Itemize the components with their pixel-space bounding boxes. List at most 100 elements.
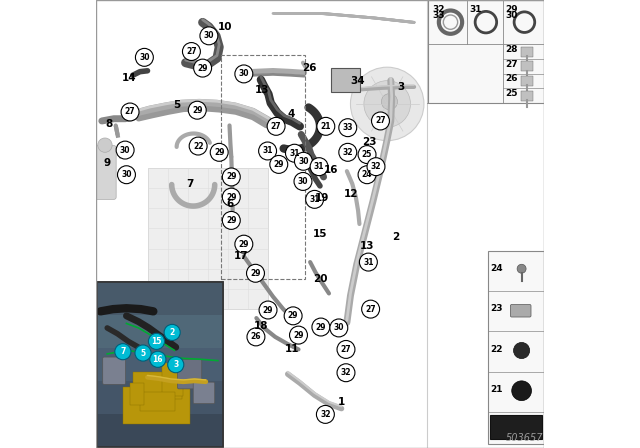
FancyBboxPatch shape <box>511 305 531 317</box>
Circle shape <box>372 112 390 130</box>
Circle shape <box>284 307 302 325</box>
Text: 29: 29 <box>506 5 518 14</box>
FancyBboxPatch shape <box>97 414 223 447</box>
Text: 13: 13 <box>360 241 374 250</box>
Text: 30: 30 <box>506 11 518 20</box>
Text: 16: 16 <box>152 355 163 364</box>
Text: 23: 23 <box>362 138 376 147</box>
FancyBboxPatch shape <box>102 357 125 384</box>
Text: 31: 31 <box>314 162 324 171</box>
FancyBboxPatch shape <box>488 251 544 444</box>
Circle shape <box>148 333 164 349</box>
Circle shape <box>164 324 180 340</box>
Circle shape <box>285 144 303 162</box>
Circle shape <box>339 143 356 161</box>
Circle shape <box>362 300 380 318</box>
Text: 28: 28 <box>506 45 518 54</box>
Text: 32: 32 <box>320 410 331 419</box>
Text: 30: 30 <box>298 157 308 166</box>
FancyBboxPatch shape <box>490 415 541 439</box>
Circle shape <box>210 143 228 161</box>
Circle shape <box>360 253 378 271</box>
Circle shape <box>317 117 335 135</box>
Circle shape <box>517 264 526 273</box>
FancyBboxPatch shape <box>123 387 189 424</box>
Circle shape <box>267 117 285 135</box>
Text: 7: 7 <box>186 179 194 189</box>
Circle shape <box>115 344 131 360</box>
Text: 3: 3 <box>173 360 179 369</box>
Text: 31: 31 <box>289 149 300 158</box>
Text: 27: 27 <box>375 116 386 125</box>
Circle shape <box>351 67 424 141</box>
Circle shape <box>136 48 154 66</box>
Circle shape <box>310 158 328 176</box>
Text: 7: 7 <box>120 347 125 356</box>
Text: 21: 21 <box>321 122 331 131</box>
Circle shape <box>247 328 265 346</box>
Circle shape <box>222 168 240 186</box>
Circle shape <box>381 94 397 110</box>
Text: 27: 27 <box>365 305 376 314</box>
Circle shape <box>270 155 288 173</box>
Text: 27: 27 <box>125 108 136 116</box>
Text: 6: 6 <box>227 199 234 209</box>
Text: 20: 20 <box>313 274 327 284</box>
FancyBboxPatch shape <box>428 0 544 103</box>
Text: 503657: 503657 <box>506 433 543 443</box>
Text: 5: 5 <box>173 100 180 110</box>
Text: 25: 25 <box>362 150 372 159</box>
Text: 30: 30 <box>298 177 308 186</box>
Text: 31: 31 <box>363 258 374 267</box>
Text: 32: 32 <box>432 5 445 14</box>
Text: 13: 13 <box>255 85 269 95</box>
Text: 29: 29 <box>226 172 237 181</box>
Circle shape <box>259 142 276 160</box>
Text: 30: 30 <box>204 31 214 40</box>
Circle shape <box>246 264 264 282</box>
FancyBboxPatch shape <box>193 382 214 404</box>
Text: 31: 31 <box>309 195 320 204</box>
Text: 27: 27 <box>340 345 351 354</box>
Text: 30: 30 <box>239 69 249 78</box>
Text: 30: 30 <box>120 146 131 155</box>
FancyBboxPatch shape <box>133 372 182 399</box>
Circle shape <box>200 27 218 45</box>
Text: 16: 16 <box>323 165 338 175</box>
Text: 32: 32 <box>342 148 353 157</box>
Circle shape <box>259 301 277 319</box>
Circle shape <box>222 211 240 229</box>
Text: 26: 26 <box>303 63 317 73</box>
Text: 29: 29 <box>316 323 326 332</box>
FancyBboxPatch shape <box>521 76 532 86</box>
FancyBboxPatch shape <box>97 315 223 348</box>
Text: 14: 14 <box>122 73 137 82</box>
Text: 26: 26 <box>251 332 261 341</box>
Text: 9: 9 <box>103 158 110 168</box>
Text: 27: 27 <box>186 47 196 56</box>
Text: 27: 27 <box>271 122 282 131</box>
Circle shape <box>182 43 200 60</box>
Text: 29: 29 <box>226 193 237 202</box>
Text: 21: 21 <box>490 385 503 394</box>
Circle shape <box>188 101 206 119</box>
FancyBboxPatch shape <box>521 47 532 56</box>
Text: 11: 11 <box>285 344 300 353</box>
Text: 30: 30 <box>121 170 132 179</box>
Circle shape <box>358 166 376 184</box>
Text: 29: 29 <box>239 240 249 249</box>
Text: 33: 33 <box>342 123 353 132</box>
Text: 8: 8 <box>105 119 112 129</box>
Text: 15: 15 <box>313 229 327 239</box>
Text: 29: 29 <box>250 269 260 278</box>
FancyBboxPatch shape <box>147 168 268 309</box>
Circle shape <box>337 340 355 358</box>
Circle shape <box>289 326 307 344</box>
Circle shape <box>306 190 324 208</box>
Text: 5: 5 <box>140 349 146 358</box>
Circle shape <box>294 172 312 190</box>
Circle shape <box>135 345 151 361</box>
Text: 32: 32 <box>371 162 381 171</box>
Text: 30: 30 <box>139 53 150 62</box>
Text: 29: 29 <box>226 216 237 225</box>
